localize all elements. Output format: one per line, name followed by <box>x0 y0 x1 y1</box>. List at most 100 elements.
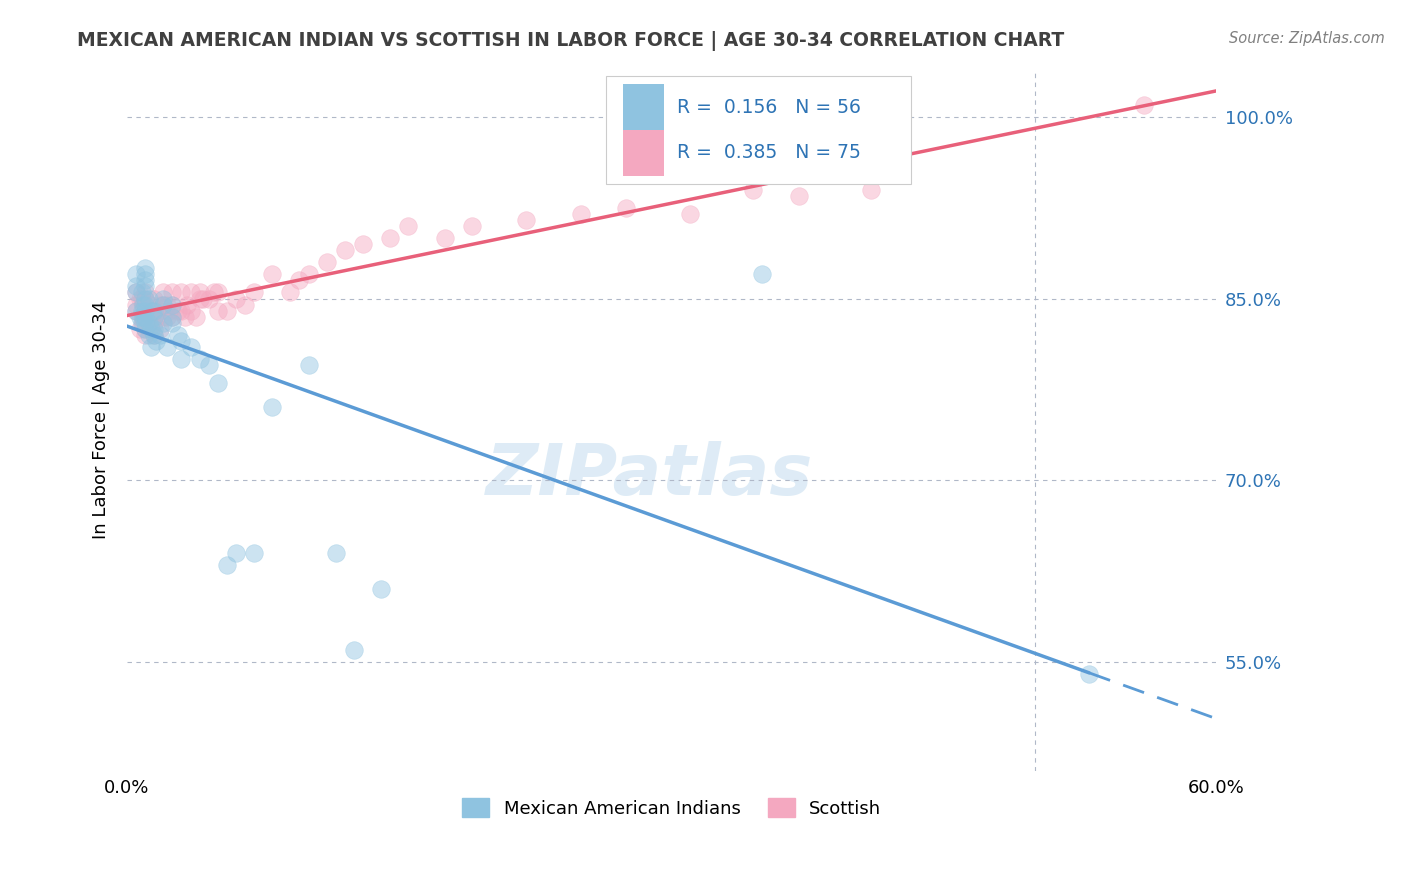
Point <box>143 303 166 318</box>
Point <box>162 316 184 330</box>
Legend: Mexican American Indians, Scottish: Mexican American Indians, Scottish <box>454 791 889 825</box>
Point <box>197 292 219 306</box>
Point <box>134 303 156 318</box>
Point <box>125 268 148 282</box>
Point <box>143 310 166 324</box>
Point <box>128 310 150 324</box>
Point <box>143 327 166 342</box>
Point <box>188 292 211 306</box>
Point <box>131 310 153 324</box>
Point <box>166 327 188 342</box>
Point <box>288 273 311 287</box>
Point <box>333 243 356 257</box>
Point <box>143 327 166 342</box>
Point <box>149 327 172 342</box>
Point <box>134 322 156 336</box>
Point <box>152 297 174 311</box>
Point <box>207 376 229 391</box>
Point <box>134 285 156 300</box>
Point <box>157 303 180 318</box>
Point <box>125 303 148 318</box>
Point <box>1132 98 1154 112</box>
Bar <box>623 85 664 130</box>
Text: ZIPatlas: ZIPatlas <box>486 442 814 510</box>
Point <box>134 261 156 276</box>
Point <box>125 285 148 300</box>
Point <box>202 285 225 300</box>
Point <box>315 255 337 269</box>
Point <box>138 327 160 342</box>
Point <box>139 316 162 330</box>
Point <box>243 285 266 300</box>
Point <box>145 334 167 348</box>
Point <box>262 268 284 282</box>
Point <box>156 310 179 324</box>
Point <box>141 303 163 318</box>
Point <box>152 285 174 300</box>
Point <box>134 297 156 311</box>
Point <box>143 292 166 306</box>
Point <box>128 292 150 306</box>
FancyBboxPatch shape <box>606 76 911 185</box>
Point <box>152 316 174 330</box>
Point <box>380 231 402 245</box>
Point <box>134 292 156 306</box>
Point <box>134 316 156 330</box>
Point <box>188 352 211 367</box>
Point <box>225 546 247 560</box>
Point <box>174 310 197 324</box>
Point <box>132 297 155 311</box>
Point <box>139 322 162 336</box>
Point <box>132 297 155 311</box>
Point <box>170 303 193 318</box>
Text: R =  0.156   N = 56: R = 0.156 N = 56 <box>678 97 860 117</box>
Point <box>207 303 229 318</box>
Point <box>152 292 174 306</box>
Point <box>184 310 207 324</box>
Point <box>170 285 193 300</box>
Point <box>143 303 166 318</box>
Point <box>152 297 174 311</box>
Y-axis label: In Labor Force | Age 30-34: In Labor Force | Age 30-34 <box>93 301 110 539</box>
Point <box>193 292 215 306</box>
Point <box>396 219 419 233</box>
Point <box>134 268 156 282</box>
Point <box>166 303 188 318</box>
Point <box>280 285 302 300</box>
Point <box>131 292 153 306</box>
Point <box>262 401 284 415</box>
Point <box>145 310 167 324</box>
Point <box>243 546 266 560</box>
Point <box>180 340 202 354</box>
Point <box>180 285 202 300</box>
Point <box>162 297 184 311</box>
Point <box>162 310 184 324</box>
Point <box>138 292 160 306</box>
Point <box>343 642 366 657</box>
Point <box>162 285 184 300</box>
Point <box>141 310 163 324</box>
Point <box>134 310 156 324</box>
Point <box>860 183 883 197</box>
Point <box>156 340 179 354</box>
Point <box>138 316 160 330</box>
Point <box>461 219 484 233</box>
Point <box>180 303 202 318</box>
Point <box>138 322 160 336</box>
Point <box>197 358 219 372</box>
Point <box>146 303 169 318</box>
Point <box>152 310 174 324</box>
Point <box>370 582 392 596</box>
Point <box>156 297 179 311</box>
Point <box>134 303 156 318</box>
Point <box>614 201 637 215</box>
Point <box>162 310 184 324</box>
Point <box>787 188 810 202</box>
Point <box>134 292 156 306</box>
Point <box>131 316 153 330</box>
Point <box>134 322 156 336</box>
Point <box>134 279 156 293</box>
Point <box>215 303 238 318</box>
Point <box>679 207 702 221</box>
Point <box>125 303 148 318</box>
